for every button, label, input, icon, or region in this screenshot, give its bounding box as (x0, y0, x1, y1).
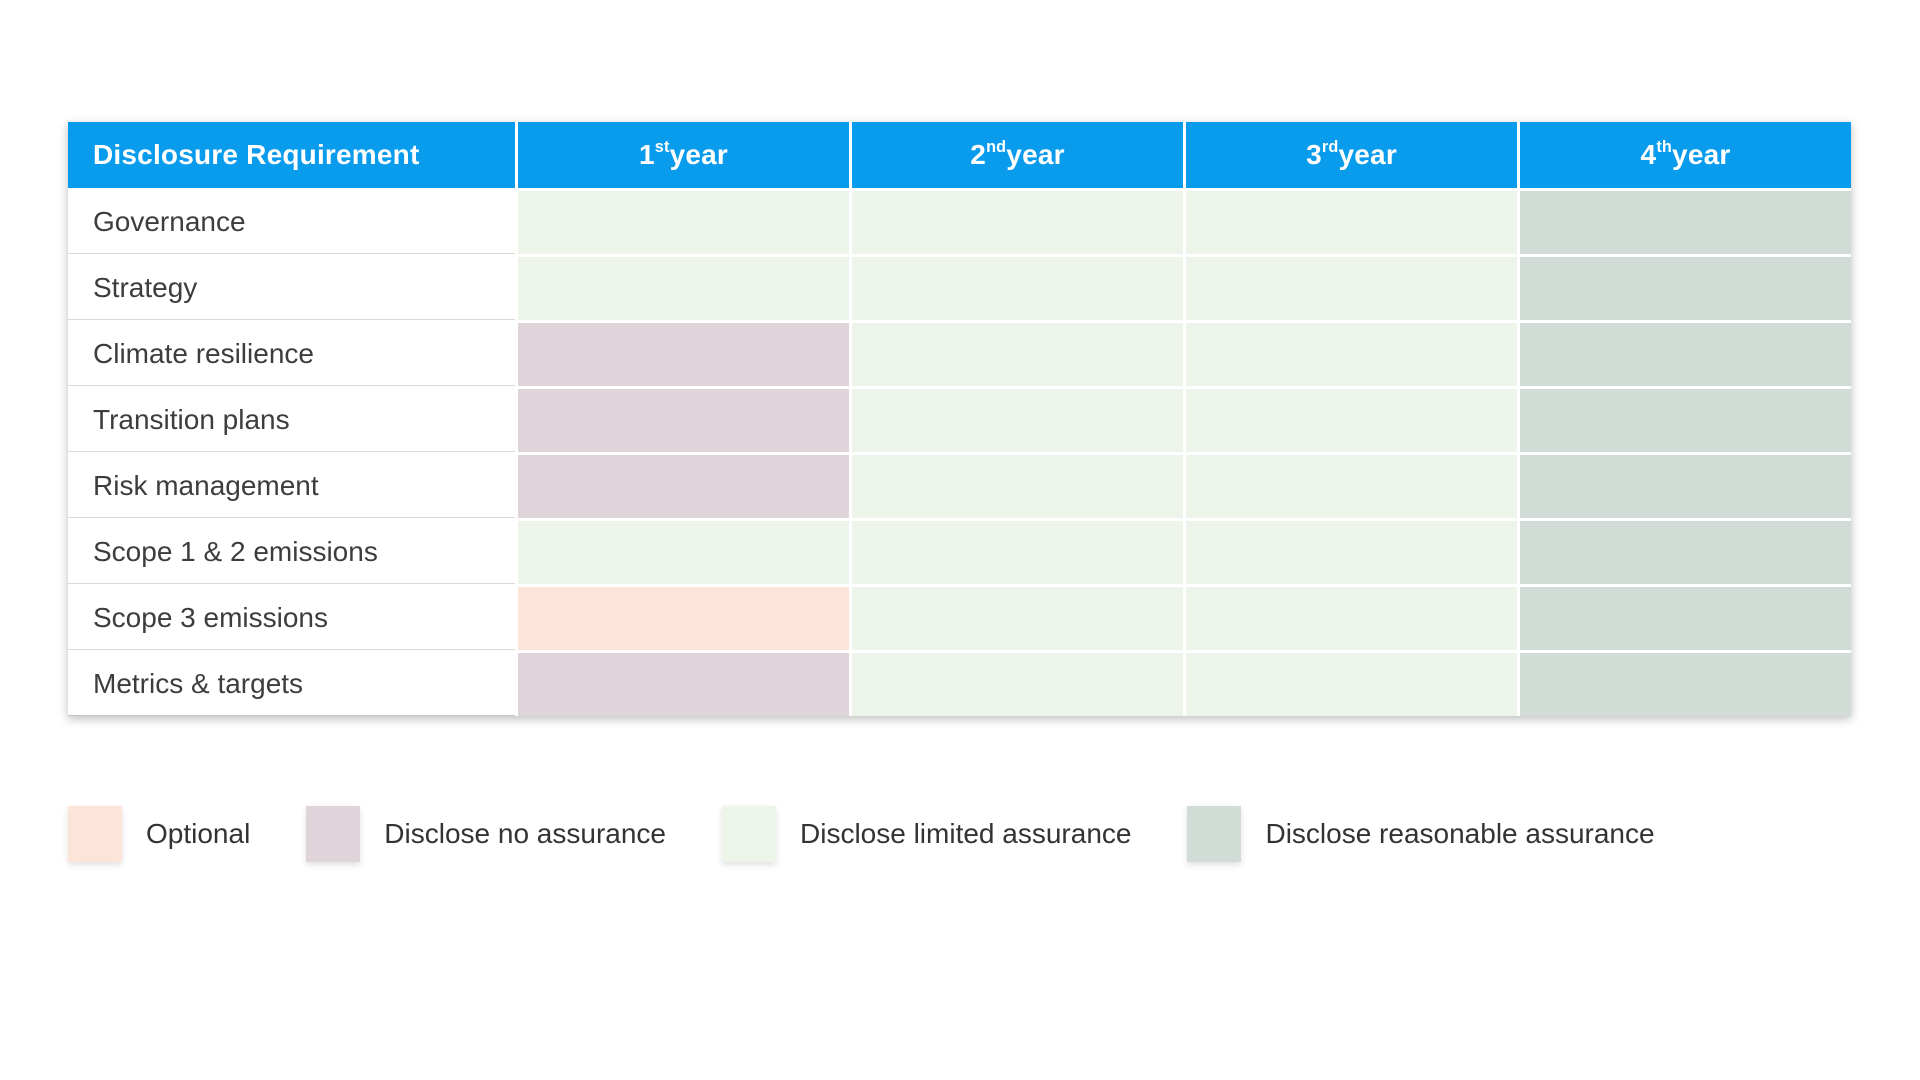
legend-item-limited: Disclose limited assurance (722, 806, 1131, 862)
header-year-2-word: year (1006, 139, 1065, 170)
year-cell-reasonable (1520, 653, 1851, 716)
header-year-4-number: 4 (1640, 139, 1657, 170)
year-cell-none (518, 389, 849, 452)
year-cell-reasonable (1520, 587, 1851, 650)
year-cell-limited (518, 521, 849, 584)
year-cell-optional (518, 587, 849, 650)
row-label: Strategy (68, 257, 515, 320)
year-cell-limited (1186, 389, 1517, 452)
legend-label: Optional (146, 818, 251, 849)
year-cell-limited (1186, 521, 1517, 584)
year-cell-limited (852, 257, 1183, 320)
year-cell-limited (852, 389, 1183, 452)
legend-item-none: Disclose no assurance (306, 806, 666, 862)
legend-item-reasonable: Disclose reasonable assurance (1187, 806, 1655, 862)
header-year-1-word: year (669, 139, 729, 170)
legend-swatch-optional (68, 806, 122, 862)
legend-swatch-reasonable (1187, 806, 1242, 862)
legend-swatch-none (306, 806, 361, 862)
row-label: Risk management (68, 455, 515, 518)
header-year-3-number: 3 (1306, 139, 1322, 170)
header-year-4-word: year (1672, 139, 1731, 170)
year-cell-limited (852, 521, 1183, 584)
year-cell-limited (852, 653, 1183, 716)
year-cell-limited (1186, 653, 1517, 716)
year-cell-limited (852, 455, 1183, 518)
year-cell-limited (852, 191, 1183, 254)
year-cell-none (518, 455, 849, 518)
year-cell-limited (1186, 323, 1517, 386)
year-cell-limited (1186, 587, 1517, 650)
year-cell-none (518, 653, 849, 716)
row-label: Metrics & targets (68, 653, 515, 716)
year-cell-reasonable (1520, 521, 1851, 584)
year-cell-reasonable (1520, 257, 1851, 320)
year-cell-limited (518, 191, 849, 254)
row-label: Transition plans (68, 389, 515, 452)
year-cell-none (518, 323, 849, 386)
year-cell-reasonable (1520, 323, 1851, 386)
year-cell-limited (1186, 191, 1517, 254)
year-cell-limited (1186, 455, 1517, 518)
year-cell-limited (852, 323, 1183, 386)
legend-label: Disclose no assurance (384, 818, 666, 849)
legend-label: Disclose reasonable assurance (1265, 818, 1655, 849)
row-label: Climate resilience (68, 323, 515, 386)
year-cell-limited (518, 257, 849, 320)
row-label: Scope 1 & 2 emissions (68, 521, 515, 584)
legend-swatch-limited (722, 806, 776, 862)
year-cell-reasonable (1520, 455, 1851, 518)
row-label: Governance (68, 191, 515, 254)
header-year-3-word: year (1338, 139, 1397, 170)
legend: Optional Disclose no assurance Disclose li… (68, 806, 1655, 862)
year-cell-limited (852, 587, 1183, 650)
row-label: Scope 3 emissions (68, 587, 515, 650)
header-year-1-number: 1 (638, 139, 655, 170)
year-cell-reasonable (1520, 191, 1851, 254)
header-year-2-number: 2 (970, 139, 987, 170)
year-cell-limited (1186, 257, 1517, 320)
legend-item-optional: Optional (68, 806, 250, 862)
year-cell-reasonable (1520, 389, 1851, 452)
header-disclosure-requirement: Disclosure Requirement (68, 122, 515, 188)
legend-label: Disclose limited assurance (800, 818, 1132, 849)
